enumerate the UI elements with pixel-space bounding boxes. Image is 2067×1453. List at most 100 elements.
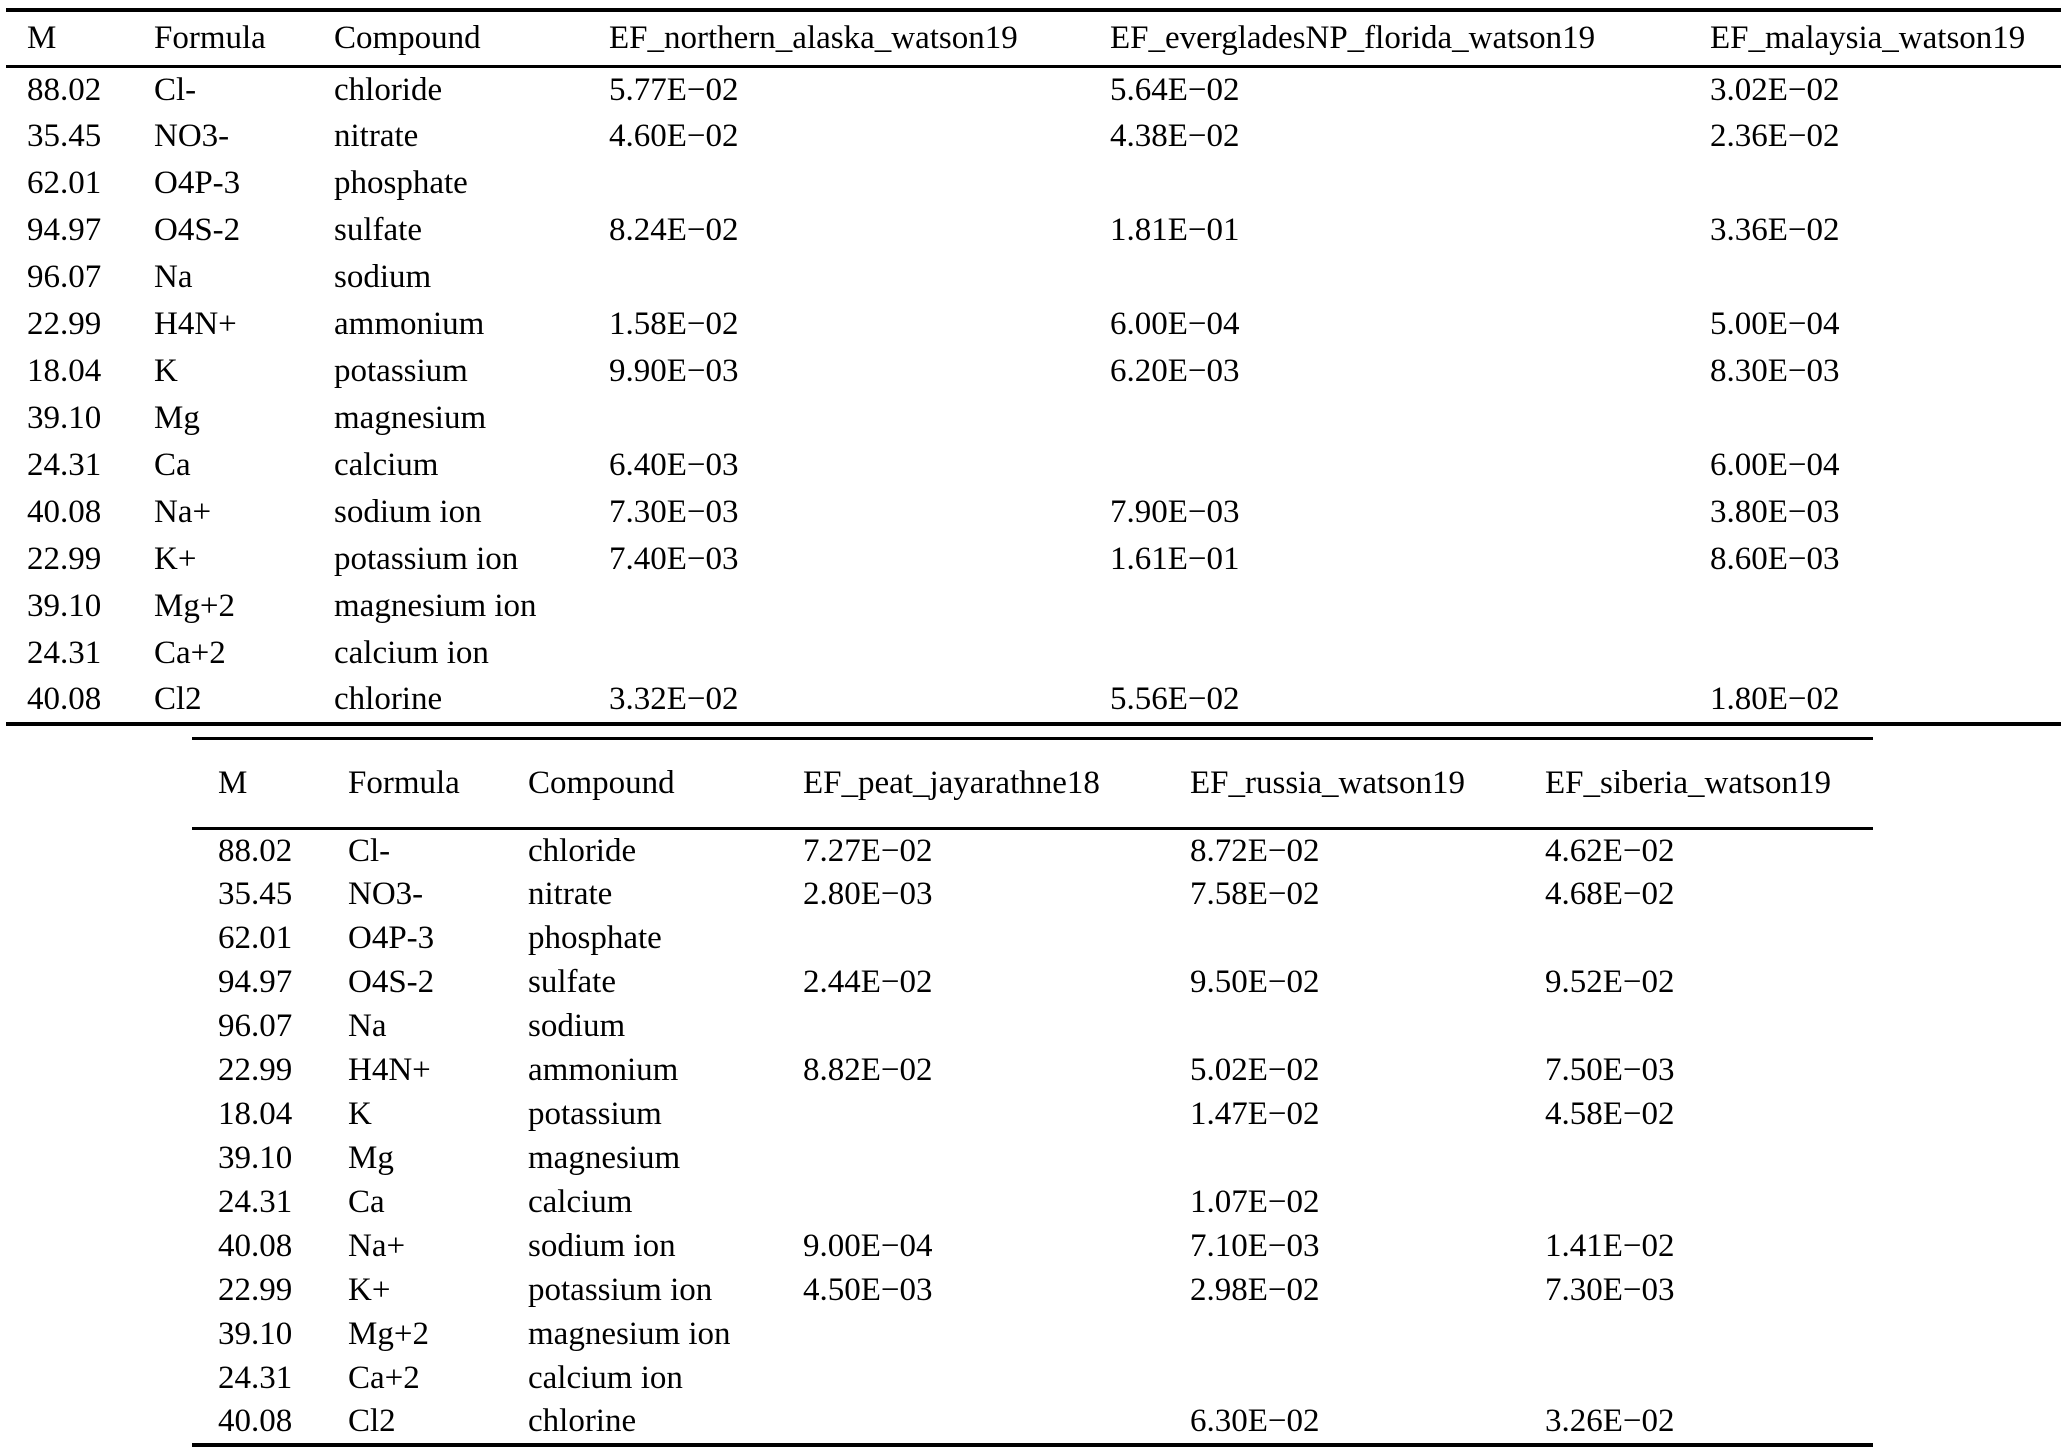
cell-formula: Ca+2 xyxy=(154,635,226,671)
cell-ef-value: 7.30E−03 xyxy=(1545,1272,1675,1308)
column-header: Formula xyxy=(348,765,460,801)
header-row: M Formula Compound EF_northern_alaska_watso… xyxy=(6,10,2061,66)
column-header: EF_evergladesNP_florida_watson19 xyxy=(1110,19,1596,56)
cell-ef-value xyxy=(1710,160,2061,207)
cell-formula: O4P-3 xyxy=(348,920,435,956)
cell-formula: K+ xyxy=(348,1272,391,1308)
cell-compound: phosphate xyxy=(528,920,662,956)
table-row: 35.45 NO3- nitrate 2.80E−03 7.58E−02 4.68E−02 xyxy=(192,873,1873,917)
cell-formula: H4N+ xyxy=(154,306,237,342)
table-row: 22.99 K+ potassium ion 7.40E−03 1.61E−01 8.60… xyxy=(6,536,2061,583)
cell-ef-value xyxy=(1710,583,2061,630)
table-row: 22.99 H4N+ ammonium 1.58E−02 6.00E−04 5.00E−0… xyxy=(6,301,2061,348)
cell-formula: Mg xyxy=(154,400,200,436)
cell-ef-value: 8.60E−03 xyxy=(1710,541,1840,577)
cell-m: 96.07 xyxy=(218,1008,293,1044)
cell-ef-value xyxy=(803,1093,1190,1137)
cell-ef-value xyxy=(1545,1005,1873,1049)
table-row: 96.07 Na sodium xyxy=(192,1005,1873,1049)
cell-m: 22.99 xyxy=(27,541,102,577)
cell-ef-value: 3.02E−02 xyxy=(1710,71,1840,108)
table-row: 24.31 Ca calcium 6.40E−03 6.00E−04 xyxy=(6,442,2061,489)
cell-m: 39.10 xyxy=(27,588,102,624)
cell-ef-value: 3.26E−02 xyxy=(1545,1403,1675,1439)
table-row: 40.08 Na+ sodium ion 9.00E−04 7.10E−03 1.41E−… xyxy=(192,1225,1873,1269)
cell-m: 88.02 xyxy=(218,832,293,869)
cell-formula: Na xyxy=(154,259,193,295)
cell-compound: nitrate xyxy=(334,118,419,154)
cell-m: 18.04 xyxy=(27,353,102,389)
cell-m: 88.02 xyxy=(27,71,102,108)
cell-ef-value: 6.20E−03 xyxy=(1110,353,1240,389)
emission-factors-table-bottom: M Formula Compound EF_peat_jayarathne18 EF_r… xyxy=(192,737,1873,1447)
cell-formula: H4N+ xyxy=(348,1052,431,1088)
cell-ef-value: 3.80E−03 xyxy=(1710,494,1840,530)
cell-ef-value xyxy=(1545,1137,1873,1181)
cell-ef-value: 9.50E−02 xyxy=(1190,964,1320,1000)
cell-m: 94.97 xyxy=(218,964,293,1000)
cell-ef-value xyxy=(1190,1357,1545,1401)
cell-ef-value: 7.58E−02 xyxy=(1190,876,1320,912)
table-row: 39.10 Mg magnesium xyxy=(192,1137,1873,1181)
cell-ef-value xyxy=(803,1357,1190,1401)
cell-m: 35.45 xyxy=(27,118,102,154)
cell-ef-value: 4.50E−03 xyxy=(803,1272,933,1308)
cell-ef-value: 5.56E−02 xyxy=(1110,681,1240,717)
table-row: 24.31 Ca calcium 1.07E−02 xyxy=(192,1181,1873,1225)
cell-ef-value: 3.32E−02 xyxy=(609,681,739,717)
cell-formula: K+ xyxy=(154,541,197,577)
table-row: 94.97 O4S-2 sulfate 8.24E−02 1.81E−01 3.36E−0… xyxy=(6,207,2061,254)
cell-ef-value xyxy=(803,1181,1190,1225)
cell-formula: Cl2 xyxy=(154,681,202,717)
cell-compound: potassium xyxy=(334,353,468,389)
cell-ef-value: 7.27E−02 xyxy=(803,832,933,869)
cell-compound: ammonium xyxy=(528,1052,679,1088)
cell-ef-value xyxy=(1190,1005,1545,1049)
table-row: 39.10 Mg+2 magnesium ion xyxy=(192,1313,1873,1357)
cell-formula: Ca xyxy=(348,1184,385,1220)
cell-ef-value: 1.61E−01 xyxy=(1110,541,1240,577)
cell-m: 24.31 xyxy=(218,1184,293,1220)
cell-ef-value xyxy=(1545,1357,1873,1401)
table-row: 88.02 Cl-chloride 5.77E−02 5.64E−02 3.02E−02 xyxy=(6,66,2061,113)
cell-compound: magnesium ion xyxy=(334,588,537,624)
table-row: 62.01 O4P-3 phosphate xyxy=(6,160,2061,207)
emission-factors-table-top: M Formula Compound EF_northern_alaska_watso… xyxy=(6,8,2061,726)
cell-compound: magnesium ion xyxy=(528,1316,731,1352)
table-row: 88.02 Cl-chloride 7.27E−02 8.72E−02 4.62E−02 xyxy=(192,829,1873,873)
cell-ef-value xyxy=(609,160,1110,207)
cell-m: 94.97 xyxy=(27,212,102,248)
cell-ef-value: 4.58E−02 xyxy=(1545,1096,1675,1132)
cell-ef-value xyxy=(1190,917,1545,961)
cell-ef-value: 2.80E−03 xyxy=(803,876,933,912)
cell-compound: ammonium xyxy=(334,306,485,342)
cell-ef-value xyxy=(1545,1313,1873,1357)
cell-compound: chlorine xyxy=(528,1403,637,1439)
cell-compound: potassium xyxy=(528,1096,662,1132)
cell-m: 62.01 xyxy=(218,920,293,956)
column-header: Compound xyxy=(528,765,675,801)
cell-compound: magnesium xyxy=(334,400,487,436)
cell-m: 22.99 xyxy=(218,1052,293,1088)
cell-ef-value: 7.90E−03 xyxy=(1110,494,1240,530)
cell-ef-value: 4.38E−02 xyxy=(1110,118,1240,154)
cell-ef-value: 7.50E−03 xyxy=(1545,1052,1675,1088)
cell-ef-value: 5.00E−04 xyxy=(1710,306,1840,342)
cell-compound: phosphate xyxy=(334,165,468,201)
column-header: EF_russia_watson19 xyxy=(1190,765,1465,801)
cell-ef-value xyxy=(1545,1181,1873,1225)
cell-compound: calcium xyxy=(334,447,439,483)
cell-formula: Cl- xyxy=(348,832,391,869)
cell-ef-value: 1.41E−02 xyxy=(1545,1228,1675,1264)
cell-compound: chloride xyxy=(528,832,637,869)
cell-ef-value: 9.90E−03 xyxy=(609,353,739,389)
cell-ef-value: 9.00E−04 xyxy=(803,1228,933,1264)
cell-ef-value: 8.82E−02 xyxy=(803,1052,933,1088)
cell-ef-value: 9.52E−02 xyxy=(1545,964,1675,1000)
cell-ef-value: 2.44E−02 xyxy=(803,964,933,1000)
table-row: 39.10 Mg+2 magnesium ion xyxy=(6,583,2061,630)
cell-ef-value xyxy=(1190,1137,1545,1181)
cell-formula: Mg+2 xyxy=(348,1316,429,1352)
cell-compound: potassium ion xyxy=(334,541,519,577)
